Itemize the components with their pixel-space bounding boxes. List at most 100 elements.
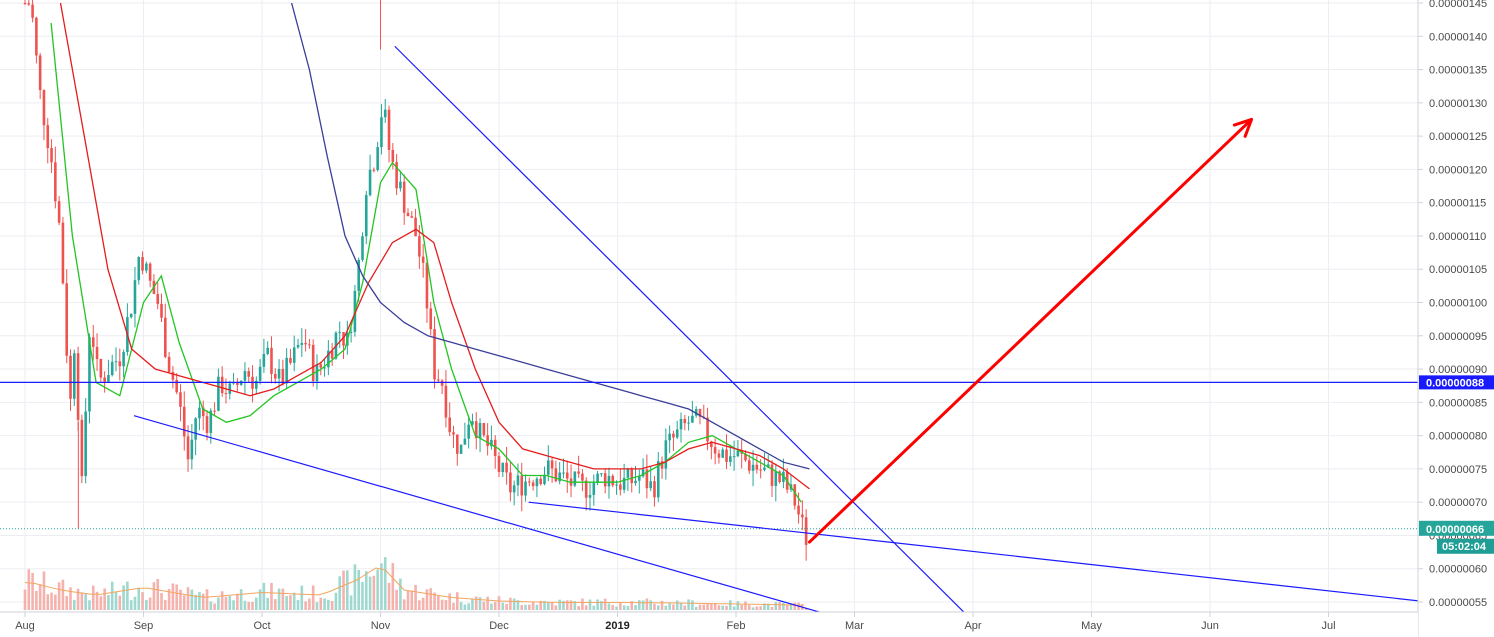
volume-bar bbox=[376, 569, 379, 610]
volume-bar bbox=[95, 591, 99, 610]
volume-bar bbox=[414, 584, 417, 610]
volume-bar bbox=[493, 602, 497, 610]
candle-body bbox=[107, 375, 110, 382]
candle-body bbox=[668, 433, 671, 441]
candle-body bbox=[376, 147, 379, 171]
volume-bar bbox=[220, 591, 224, 610]
candle-body bbox=[38, 55, 42, 91]
volume-bar bbox=[57, 582, 61, 610]
volume-bar bbox=[717, 605, 721, 610]
volume-bar bbox=[713, 603, 717, 610]
volume-bar bbox=[653, 603, 656, 610]
candle-body bbox=[156, 293, 160, 304]
volume-bar bbox=[251, 601, 254, 610]
volume-bar bbox=[247, 601, 251, 610]
candlesticks bbox=[23, 0, 808, 561]
candle-body bbox=[558, 472, 561, 482]
volume-bar bbox=[35, 590, 38, 610]
candle-body bbox=[656, 461, 660, 498]
level-price-tag bbox=[1419, 375, 1494, 390]
volume-bar bbox=[23, 589, 27, 610]
volume-bar bbox=[474, 596, 478, 610]
price-tick-label: 0.00000080 bbox=[1429, 431, 1487, 443]
candle-body bbox=[497, 456, 501, 473]
candle-body bbox=[675, 429, 679, 438]
volume-bar bbox=[482, 601, 486, 610]
volume-bar bbox=[565, 600, 569, 610]
volume-bar bbox=[402, 599, 406, 610]
volume-bar bbox=[751, 607, 755, 610]
volume-bar bbox=[486, 596, 489, 610]
candle-body bbox=[459, 444, 463, 454]
volume-bar bbox=[766, 603, 770, 610]
volume-bars bbox=[23, 557, 808, 610]
volume-bar bbox=[505, 603, 508, 610]
candle-body bbox=[581, 473, 584, 481]
candle-body bbox=[167, 356, 171, 372]
moving-average-line bbox=[290, 2, 810, 470]
time-tick-label: Jun bbox=[1201, 620, 1219, 632]
volume-bar bbox=[592, 605, 596, 610]
volume-bar bbox=[304, 601, 307, 610]
price-tick-label: 0.00000085 bbox=[1429, 397, 1487, 409]
volume-bar bbox=[281, 588, 285, 610]
candle-body bbox=[255, 380, 258, 389]
candle-body bbox=[194, 418, 197, 440]
candle-body bbox=[645, 469, 649, 489]
candle-body bbox=[160, 303, 163, 318]
candle-body bbox=[524, 481, 527, 496]
candle-body bbox=[361, 236, 364, 260]
candle-body bbox=[76, 353, 80, 420]
volume-bar bbox=[368, 576, 372, 610]
candle-body bbox=[539, 478, 543, 485]
volume-bar bbox=[84, 594, 87, 610]
candle-body bbox=[516, 475, 520, 486]
candle-body bbox=[61, 222, 65, 284]
volume-bar bbox=[334, 592, 338, 610]
volume-bar bbox=[679, 603, 683, 610]
candle-body bbox=[505, 462, 508, 473]
volume-bar bbox=[641, 600, 645, 610]
volume-bar bbox=[72, 599, 76, 610]
volume-bar bbox=[520, 605, 524, 610]
volume-bar bbox=[467, 603, 470, 610]
candle-body bbox=[258, 366, 262, 381]
candle-body bbox=[782, 471, 785, 483]
candle-body bbox=[380, 117, 383, 148]
candle-body bbox=[179, 392, 182, 407]
candle-body bbox=[95, 346, 99, 360]
candle-body bbox=[486, 435, 489, 447]
volume-bar bbox=[46, 594, 50, 610]
volume-bar bbox=[793, 602, 797, 610]
candle-body bbox=[759, 469, 762, 471]
volume-bar bbox=[603, 598, 607, 610]
volume-bar bbox=[778, 601, 781, 610]
volume-bar bbox=[126, 581, 129, 610]
candle-body bbox=[99, 359, 103, 378]
arrow-shaft bbox=[807, 117, 1253, 544]
candle-body bbox=[630, 468, 634, 484]
candle-body bbox=[292, 347, 296, 363]
volume-bar bbox=[164, 599, 167, 610]
volume-bar bbox=[217, 597, 220, 610]
volume-bar bbox=[255, 597, 258, 610]
candle-body bbox=[50, 148, 53, 163]
volume-bar bbox=[596, 599, 599, 610]
candle-body bbox=[509, 472, 512, 493]
candle-body bbox=[607, 475, 611, 487]
volume-bar bbox=[512, 598, 516, 610]
candle-body bbox=[54, 162, 57, 202]
time-tick-label: Nov bbox=[371, 620, 391, 632]
volume-bar bbox=[611, 605, 615, 610]
volume-bar bbox=[562, 600, 565, 610]
volume-bar bbox=[209, 601, 213, 610]
candle-body bbox=[797, 505, 800, 515]
volume-bar bbox=[315, 602, 319, 610]
current-price-label: 0.00000066 bbox=[1426, 524, 1484, 536]
candle-body bbox=[311, 344, 315, 382]
time-tick-label: Oct bbox=[253, 620, 270, 632]
arrow-head bbox=[1243, 117, 1253, 138]
candle-body bbox=[31, 4, 34, 18]
